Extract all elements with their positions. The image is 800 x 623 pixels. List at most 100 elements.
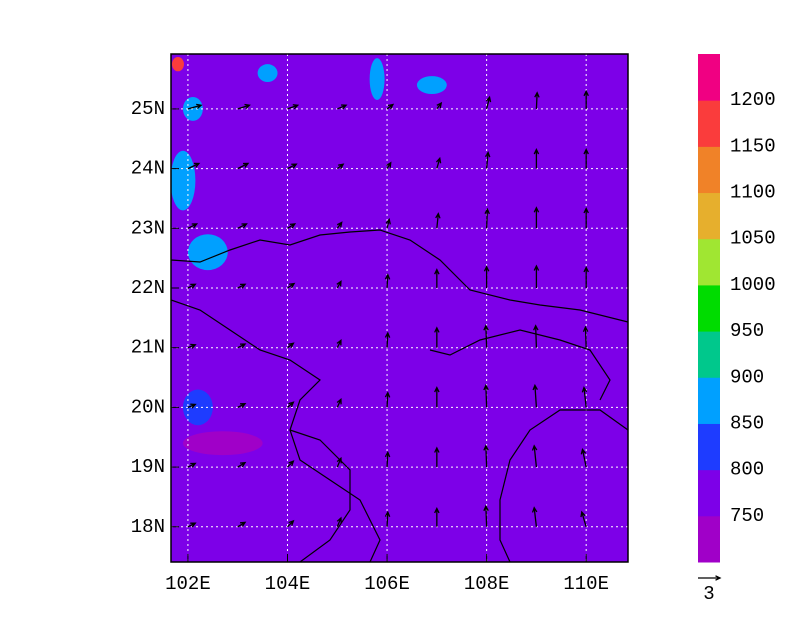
- colorbar-label: 1100: [730, 182, 776, 204]
- y-tick-label: 19N: [131, 456, 165, 478]
- field-background: [171, 54, 628, 562]
- colorbar-label: 1150: [730, 135, 776, 157]
- wind-vector: [583, 148, 589, 169]
- wind-vector: [485, 95, 492, 110]
- wind-vector: [237, 162, 250, 170]
- wind-vector: [187, 162, 201, 170]
- x-tick-label: 102E: [165, 573, 211, 595]
- wind-vector: [533, 324, 539, 348]
- colorbar-box: [698, 100, 720, 147]
- wind-vector: [287, 519, 295, 528]
- colorbar-box: [698, 284, 720, 332]
- colorbar-label: 800: [730, 459, 764, 481]
- wind-vector: [434, 326, 440, 348]
- wind-vector: [436, 101, 443, 110]
- y-tick-label: 21N: [131, 337, 165, 359]
- wind-vector: [580, 510, 587, 527]
- colorbar-box: [698, 238, 720, 286]
- wind-vector: [386, 103, 395, 110]
- wind-vector: [580, 448, 587, 468]
- wind-vector: [583, 89, 589, 109]
- y-tick-label: 23N: [131, 217, 165, 239]
- x-tick-label: 104E: [265, 573, 311, 595]
- wind-vector: [187, 103, 203, 110]
- wind-vector: [237, 103, 251, 110]
- wind-vector: [434, 268, 440, 289]
- wind-vector: [287, 342, 295, 349]
- colorbar-box: [698, 377, 720, 424]
- reference-label: 3: [703, 583, 714, 605]
- reference-vector: [698, 575, 722, 581]
- wind-vector: [384, 273, 391, 289]
- colorbar-label: 850: [730, 412, 764, 434]
- contour-blob: [171, 150, 196, 211]
- wind-vector: [384, 331, 391, 348]
- wind-vector: [287, 163, 298, 170]
- wind-vector: [336, 163, 345, 170]
- wind-vector: [484, 150, 491, 169]
- y-tick-label: 18N: [131, 516, 165, 538]
- wind-vector: [237, 521, 247, 528]
- y-tick-label: 24N: [131, 158, 165, 180]
- colorbar-label: 950: [730, 320, 764, 342]
- wind-vector: [187, 403, 197, 409]
- wind-vector: [483, 383, 489, 408]
- wind-vector: [287, 401, 295, 408]
- border-line: [289, 429, 351, 562]
- y-tick-label: 20N: [131, 396, 165, 418]
- wind-vector: [435, 156, 442, 169]
- wind-vector: [237, 283, 247, 289]
- wind-vector: [534, 91, 540, 109]
- wind-vector: [533, 264, 540, 289]
- wind-vector: [583, 265, 589, 289]
- wind-vector: [483, 444, 489, 468]
- contour-blob: [187, 234, 228, 271]
- wind-vector: [237, 403, 247, 409]
- colorbar-label: 900: [730, 366, 764, 388]
- contour-blob: [182, 431, 263, 456]
- colorbar-label: 1050: [730, 228, 776, 250]
- wind-vector: [187, 223, 199, 229]
- contour-blob: [416, 76, 447, 94]
- wind-vector: [187, 283, 197, 289]
- wind-vector: [337, 104, 348, 110]
- colorbar-box: [698, 146, 720, 194]
- wind-vector: [287, 223, 297, 229]
- wind-vector: [434, 506, 440, 527]
- wind-vector: [287, 104, 300, 110]
- wind-vector: [484, 207, 490, 229]
- wind-vector: [336, 280, 342, 289]
- wind-vector: [287, 282, 296, 289]
- wind-vector: [287, 460, 295, 468]
- wind-vector: [384, 391, 391, 408]
- wind-vector: [237, 343, 247, 349]
- wind-vector: [187, 522, 197, 528]
- contour-blob: [257, 64, 278, 83]
- wind-vector: [533, 148, 540, 169]
- coast-line: [499, 409, 628, 562]
- wind-vector: [237, 223, 248, 229]
- colorbar-label: 750: [730, 505, 764, 527]
- wind-vector: [187, 462, 197, 468]
- colorbar-box: [698, 469, 720, 517]
- wind-vector: [531, 506, 538, 527]
- wind-vector: [336, 516, 342, 528]
- wind-vector: [483, 504, 489, 527]
- wind-vector: [434, 446, 440, 468]
- wind-vector: [385, 218, 391, 229]
- contour-blob: [171, 56, 184, 72]
- border-line: [171, 229, 628, 323]
- wind-vector: [531, 444, 538, 468]
- colorbar-label: 1200: [730, 89, 776, 111]
- wind-vector: [532, 383, 538, 408]
- contour-blob: [369, 58, 385, 100]
- wind-vector: [336, 221, 343, 229]
- wind-vector: [237, 461, 247, 468]
- colorbar-label: 1000: [730, 274, 776, 296]
- wind-vector: [384, 450, 391, 468]
- x-tick-label: 108E: [464, 573, 510, 595]
- coast-line: [429, 329, 611, 401]
- border-line: [171, 299, 381, 562]
- x-tick-label: 106E: [364, 573, 410, 595]
